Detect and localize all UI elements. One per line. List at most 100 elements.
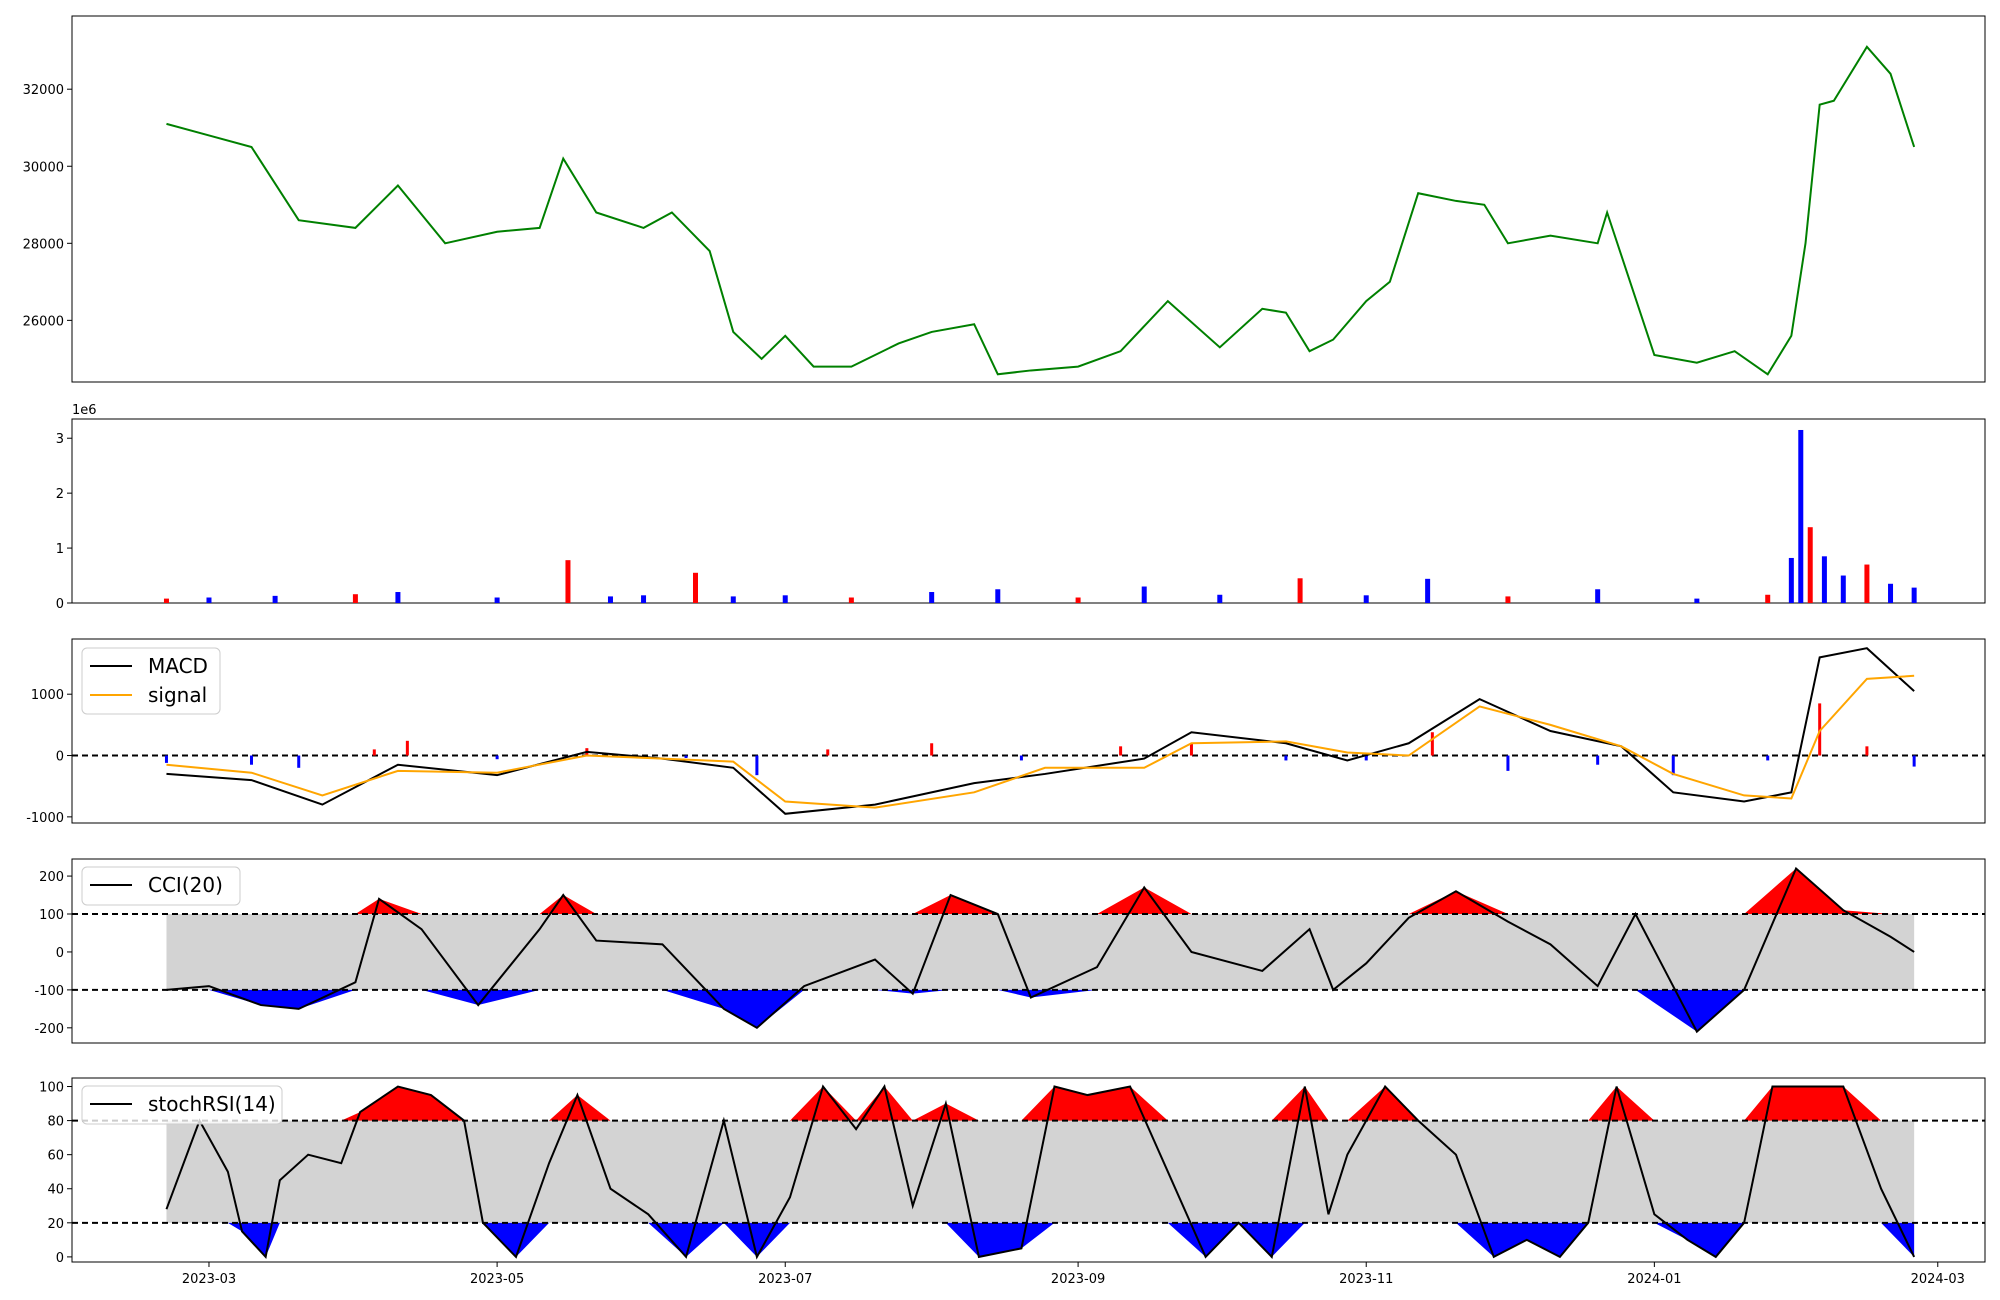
volume-bar [1595, 589, 1601, 603]
volume-bar [995, 589, 1001, 603]
volume-bar [692, 572, 698, 603]
volume-bar [1217, 594, 1223, 603]
macd-legend-label: MACD [148, 654, 208, 678]
cci-neutral-band [166, 914, 1915, 990]
macd-histogram-bar [826, 749, 830, 756]
volume-bar [1363, 595, 1369, 603]
y-tick-label: 200 [39, 870, 64, 885]
volume-panel: 1e6 0 1 2 3 [56, 403, 1986, 612]
stochrsi-neutral-band [166, 1120, 1915, 1223]
y-tick-label: 60 [47, 1149, 64, 1164]
volume-bar [607, 596, 613, 603]
macd-histogram-bar [164, 755, 168, 763]
y-tick-label: 100 [39, 908, 64, 923]
y-tick-label: 0 [56, 597, 64, 612]
volume-bar [352, 594, 358, 603]
volume-bar [730, 596, 736, 603]
y-tick-label: 2 [56, 487, 64, 502]
y-tick-label: 26000 [23, 314, 64, 329]
y-tick-label: 30000 [23, 160, 64, 175]
y-tick-label: 80 [47, 1115, 64, 1130]
macd-panel-frame [71, 638, 1986, 824]
volume-bar [163, 598, 169, 603]
volume-bar [1297, 578, 1303, 603]
macd-histogram-bar [1506, 755, 1510, 771]
x-tick-label: 2023-05 [470, 1272, 524, 1287]
stochrsi-overbought-fill [166, 1086, 1915, 1121]
y-tick-label: 28000 [23, 237, 64, 252]
date-x-axis: 2023-03 2023-05 2023-07 2023-09 2023-11 2024-… [182, 1262, 1965, 1287]
y-tick-label: 0 [56, 1251, 64, 1266]
macd-histogram-bar [297, 755, 301, 768]
macd-histogram-bar [405, 740, 409, 756]
cci-legend-label: CCI(20) [148, 873, 223, 897]
y-tick-label: 40 [47, 1183, 64, 1198]
volume-bar [1798, 429, 1804, 603]
volume-panel-frame [71, 418, 1986, 604]
stochrsi-legend-box [81, 1085, 283, 1125]
y-tick-label: 100 [39, 1081, 64, 1096]
macd-histogram-bar [755, 755, 759, 776]
x-tick-label: 2024-01 [1627, 1272, 1681, 1287]
cci-panel: -200 -100 0 100 200 CCI(20) [34, 858, 1986, 1044]
y-tick-label: 32000 [23, 83, 64, 98]
volume-bar [1141, 586, 1147, 603]
macd-histogram-bar [249, 755, 253, 765]
volume-bar [848, 597, 854, 603]
y-tick-label: 3 [56, 432, 64, 447]
volume-bar [1505, 596, 1511, 603]
x-tick-label: 2023-11 [1339, 1272, 1393, 1287]
cci-overbought-fill [166, 868, 1915, 915]
y-tick-label: 1000 [31, 688, 64, 703]
volume-bar [1888, 583, 1894, 603]
y-tick-label: -100 [34, 984, 64, 999]
stochrsi-legend-label: stochRSI(14) [148, 1092, 276, 1116]
macd-histogram-bar [1364, 755, 1368, 761]
macd-histogram-bar [1865, 746, 1869, 756]
volume-bar [1075, 597, 1081, 603]
volume-bar [1765, 594, 1771, 603]
y-tick-label: -200 [34, 1022, 64, 1037]
volume-bar [1807, 527, 1813, 603]
macd-histogram-bar [1671, 755, 1675, 776]
cci-panel-frame [71, 858, 1986, 1044]
volume-bar [1694, 598, 1700, 603]
volume-bar [565, 560, 571, 603]
macd-histogram-bar [1430, 732, 1434, 756]
x-tick-label: 2023-09 [1051, 1272, 1105, 1287]
volume-bar [272, 595, 278, 603]
x-tick-label: 2023-07 [758, 1272, 812, 1287]
macd-histogram-bar [1596, 755, 1600, 765]
macd-histogram-bar [1019, 755, 1023, 761]
volume-bar [494, 597, 500, 603]
macd-histogram-bar [1818, 703, 1822, 756]
volume-bar [929, 592, 935, 603]
y-tick-label: 20 [47, 1217, 64, 1232]
macd-histogram-bar [1912, 755, 1916, 767]
macd-histogram-bar [1189, 743, 1193, 756]
y-tick-label: -1000 [26, 811, 64, 826]
price-panel-frame [71, 15, 1986, 383]
volume-bar [1864, 564, 1870, 603]
y-tick-label: 1 [56, 542, 64, 557]
y-tick-label: 0 [56, 750, 64, 765]
price-line [166, 45, 1916, 376]
cci-legend: CCI(20) [81, 866, 241, 906]
macd-histogram-bar [1119, 746, 1123, 756]
volume-bar [782, 595, 788, 603]
volume-bar [641, 595, 647, 603]
macd-panel: -1000 0 1000 MACD signal [26, 638, 1986, 826]
macd-histogram-bar [372, 749, 376, 756]
volume-bar [1821, 556, 1827, 603]
macd-legend: MACD signal [81, 647, 221, 715]
volume-bar [1911, 587, 1917, 603]
signal-line [166, 674, 1915, 809]
y-tick-label: 0 [56, 946, 64, 961]
x-tick-label: 2023-03 [182, 1272, 236, 1287]
volume-bar [1840, 575, 1846, 603]
macd-histogram-bar [684, 755, 688, 758]
signal-legend-label: signal [148, 683, 207, 707]
macd-line [166, 647, 1915, 815]
price-panel: 26000 28000 30000 32000 [23, 15, 1986, 383]
